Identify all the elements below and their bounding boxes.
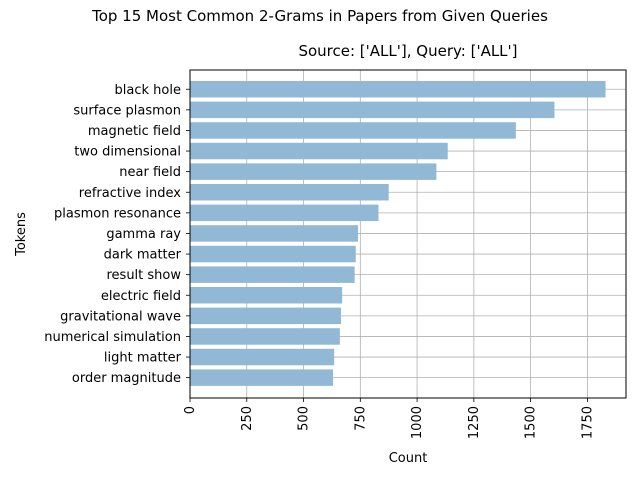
y-tick-label: two dimensional — [74, 145, 181, 160]
y-tick-label: gamma ray — [106, 227, 181, 242]
x-tick-label: 250 — [240, 406, 255, 431]
bar — [190, 245, 356, 263]
y-tick-label: dark matter — [104, 248, 182, 263]
y-axis-ticks: black hole surface plasmon magnetic field t… — [44, 83, 190, 386]
bar — [190, 287, 343, 304]
y-axis-label: Tokens — [14, 212, 29, 257]
x-tick-label: 1750 — [580, 406, 595, 439]
bar — [190, 348, 335, 366]
y-tick-label: plasmon resonance — [54, 206, 181, 221]
bar — [190, 266, 355, 283]
x-tick-label: 750 — [353, 406, 368, 431]
y-tick-label: light matter — [104, 351, 182, 366]
bar — [190, 307, 342, 325]
y-tick-label: near field — [119, 165, 181, 180]
bar — [190, 81, 606, 98]
y-tick-label: refractive index — [79, 186, 181, 201]
x-tick-label: 500 — [297, 406, 312, 431]
figure-suptitle: Top 15 Most Common 2-Grams in Papers fro… — [92, 7, 548, 25]
bars — [190, 81, 606, 386]
y-tick-label: electric field — [101, 289, 181, 304]
bar — [190, 101, 555, 119]
bar — [190, 328, 340, 345]
x-tick-label: 0 — [183, 406, 198, 414]
y-tick-label: result show — [106, 268, 181, 283]
y-tick-label: order magnitude — [72, 371, 181, 386]
bar — [190, 184, 389, 201]
bar — [190, 369, 334, 386]
y-tick-label: magnetic field — [88, 124, 181, 139]
y-tick-label: numerical simulation — [44, 330, 181, 345]
x-axis-label: Count — [389, 451, 428, 466]
plot-frame — [189, 69, 627, 399]
bar — [190, 204, 379, 222]
x-tick-label: 1000 — [410, 406, 425, 439]
y-tick-label: gravitational wave — [60, 309, 181, 324]
bar — [190, 225, 359, 242]
bar — [190, 122, 516, 139]
y-tick-label: surface plasmon — [73, 103, 181, 118]
x-tick-label: 1250 — [467, 406, 482, 439]
y-tick-label: black hole — [115, 83, 181, 98]
chart-title: Source: ['ALL'], Query: ['ALL'] — [298, 42, 518, 60]
bar — [190, 142, 448, 160]
x-tick-label: 1500 — [524, 406, 539, 439]
x-axis-ticks: 0 250 500 750 1000 1250 1500 1750 — [183, 398, 595, 439]
bar — [190, 163, 437, 180]
